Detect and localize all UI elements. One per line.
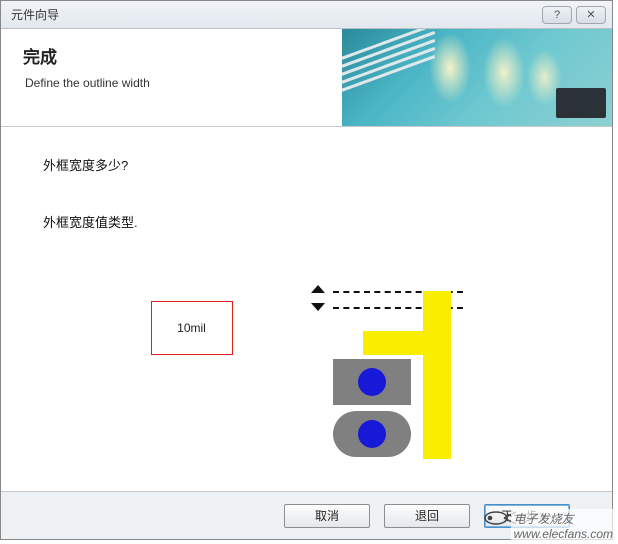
dimension-arrow-down-icon (311, 303, 325, 311)
header-banner: 完成 Define the outline width (1, 29, 612, 127)
field-label: 外框宽度值类型. (43, 212, 570, 231)
close-icon: ✕ (586, 8, 595, 21)
close-button[interactable]: ✕ (576, 6, 606, 24)
header-text: 完成 Define the outline width (1, 29, 342, 126)
outline-horizontal-icon (363, 331, 451, 355)
cancel-button-label: 取消 (315, 507, 339, 524)
titlebar: 元件向导 ? ✕ (1, 1, 612, 29)
button-bar: 取消 退回 下一步 > (1, 491, 612, 539)
pad-rect-icon (333, 359, 411, 405)
pad-hole-icon (358, 368, 386, 396)
content-area: 外框宽度多少? 外框宽度值类型. 10mil (1, 127, 612, 471)
page-subtitle: Define the outline width (23, 76, 342, 90)
pad-round-icon (333, 411, 411, 457)
titlebar-buttons: ? ✕ (542, 6, 606, 24)
outline-vertical-icon (423, 291, 451, 459)
back-button[interactable]: 退回 (384, 504, 470, 528)
question-label: 外框宽度多少? (43, 155, 570, 174)
header-decorative-image (342, 29, 612, 126)
outline-width-input[interactable]: 10mil (151, 301, 233, 355)
page-title: 完成 (23, 43, 342, 68)
help-icon: ? (554, 9, 560, 21)
wizard-dialog: 元件向导 ? ✕ 完成 Define the outline width (0, 0, 613, 540)
window-title: 元件向导 (7, 6, 59, 23)
back-button-label: 退回 (415, 507, 439, 524)
outline-width-value: 10mil (177, 321, 206, 335)
next-button[interactable]: 下一步 > (484, 504, 570, 528)
pad-hole-icon (358, 420, 386, 448)
dimension-arrow-up-icon (311, 285, 325, 293)
outline-diagram (293, 281, 463, 461)
next-button-label: 下一步 (501, 507, 537, 524)
chevron-right-icon: > (540, 509, 547, 523)
help-button[interactable]: ? (542, 6, 572, 24)
cancel-button[interactable]: 取消 (284, 504, 370, 528)
input-row: 10mil (43, 281, 570, 461)
